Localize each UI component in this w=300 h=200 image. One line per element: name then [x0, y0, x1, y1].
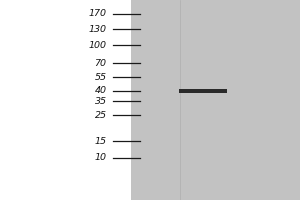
Text: 10: 10	[94, 154, 106, 162]
Bar	[130, 0, 300, 200]
Text: 15: 15	[94, 136, 106, 146]
Text: 35: 35	[94, 97, 106, 106]
Bar	[178, 89, 226, 93]
Text: 170: 170	[88, 9, 106, 19]
Text: 70: 70	[94, 58, 106, 68]
Text: 130: 130	[88, 24, 106, 33]
Text: 25: 25	[94, 110, 106, 119]
Text: 40: 40	[94, 86, 106, 95]
Text: 55: 55	[94, 72, 106, 82]
Bar	[0, 0, 130, 200]
Text: 100: 100	[88, 40, 106, 49]
